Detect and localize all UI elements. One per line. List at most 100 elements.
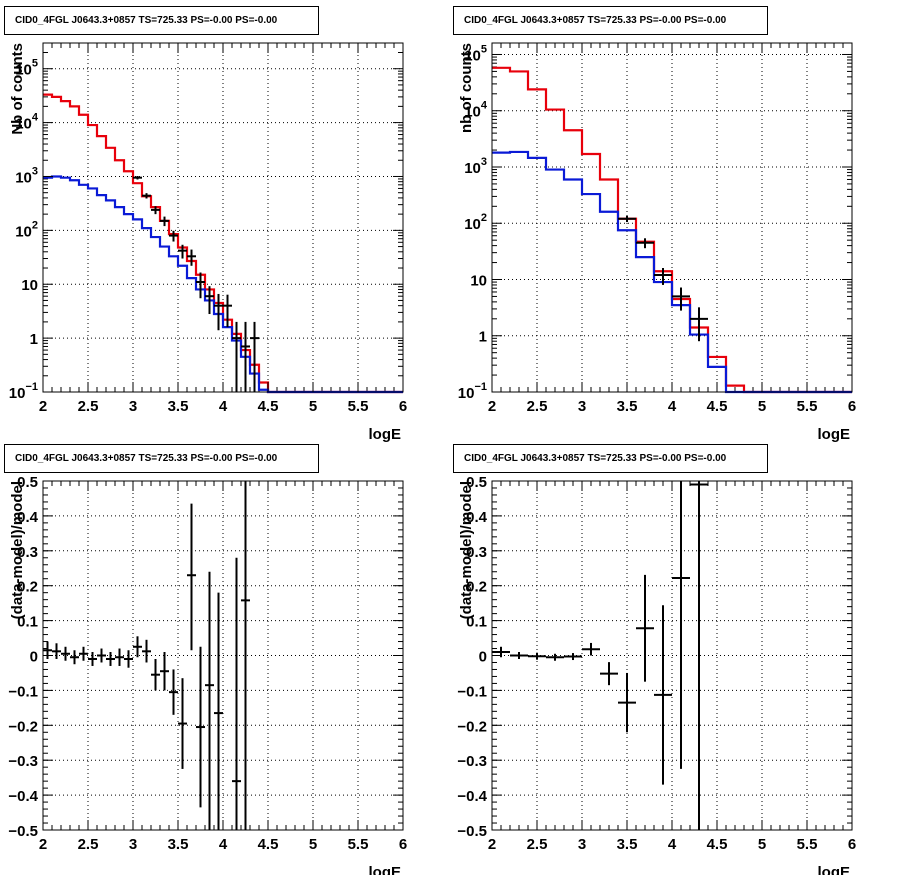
- y-tick-label: −0.4: [8, 788, 38, 805]
- plot-title-box: [453, 6, 768, 35]
- y-tick-exponent: 2: [481, 212, 487, 224]
- y-tick-label: 105: [15, 58, 38, 79]
- y-tick-exponent: 4: [32, 112, 39, 124]
- y-tick-exponent: −1: [25, 381, 38, 393]
- x-tick-label: 5.5: [797, 398, 818, 415]
- y-tick-label: −0.5: [457, 823, 487, 840]
- y-tick-base: 10: [15, 169, 32, 186]
- plot-title: CID0_4FGL J0643.3+0857 TS=725.33 PS=-0.0…: [464, 453, 727, 464]
- y-axis-title: (data-model)/model: [9, 481, 26, 619]
- y-tick-label: 0.2: [17, 579, 38, 596]
- y-tick-exponent: 5: [481, 43, 487, 55]
- y-tick-base: 10: [464, 47, 481, 64]
- x-tick-label: 4.5: [707, 398, 728, 415]
- y-tick-exponent: 3: [481, 156, 487, 168]
- x-tick-label: 3: [578, 398, 586, 415]
- y-tick-label: 0.1: [17, 614, 38, 631]
- y-tick-label: 0.5: [17, 474, 38, 491]
- plot-title: CID0_4FGL J0643.3+0857 TS=725.33 PS=-0.0…: [15, 453, 278, 464]
- y-tick-exponent: −1: [474, 381, 487, 393]
- y-tick-label: 104: [464, 100, 488, 121]
- plot-title: CID0_4FGL J0643.3+0857 TS=725.33 PS=-0.0…: [15, 15, 278, 26]
- x-axis-title: logE: [818, 864, 851, 875]
- y-axis-title: (data-model)/model: [458, 481, 475, 619]
- y-tick-label: 0.3: [17, 544, 38, 561]
- y-axis-title: nb of counts: [458, 43, 475, 133]
- y-tick-base: 10: [15, 116, 32, 133]
- y-tick-label: 0.4: [466, 509, 488, 526]
- plot-title-box: [453, 444, 768, 473]
- x-tick-label: 4: [668, 398, 677, 415]
- x-tick-label: 5.5: [797, 836, 818, 853]
- x-tick-label: 3: [578, 836, 586, 853]
- y-tick-label: −0.1: [457, 683, 487, 700]
- x-tick-label: 3: [129, 836, 137, 853]
- x-tick-label: 2: [488, 836, 496, 853]
- y-tick-exponent: 3: [32, 165, 38, 177]
- x-tick-label: 2.5: [78, 398, 99, 415]
- y-tick-label: 102: [464, 212, 487, 233]
- y-tick-label: −0.3: [8, 753, 38, 770]
- x-tick-label: 2.5: [78, 836, 99, 853]
- plot-title-box: [4, 6, 319, 35]
- x-tick-label: 6: [848, 836, 856, 853]
- y-tick-base: 10: [15, 223, 32, 240]
- y-tick-label: 102: [15, 219, 38, 240]
- plot-title-box: [4, 444, 319, 473]
- x-tick-label: 4: [668, 836, 677, 853]
- x-tick-label: 3.5: [617, 836, 638, 853]
- x-tick-label: 6: [399, 398, 407, 415]
- plot-title: CID0_4FGL J0643.3+0857 TS=725.33 PS=-0.0…: [464, 15, 727, 26]
- y-tick-base: 10: [9, 385, 26, 402]
- y-tick-label: 10: [470, 272, 487, 289]
- y-tick-label: 1: [30, 331, 38, 348]
- y-tick-base: 10: [464, 160, 481, 177]
- y-tick-label: 0.4: [17, 509, 39, 526]
- x-axis-title: logE: [369, 426, 402, 443]
- y-axis-title: Nb of counts: [9, 43, 26, 135]
- y-tick-label: 10−1: [458, 381, 487, 402]
- y-tick-label: −0.5: [8, 823, 38, 840]
- panel-1: CID0_4FGL J0643.3+0857 TS=725.33 PS=-0.0…: [4, 6, 407, 443]
- y-tick-label: 0.3: [466, 544, 487, 561]
- x-tick-label: 5.5: [348, 398, 369, 415]
- x-tick-label: 5: [309, 836, 317, 853]
- y-tick-label: −0.2: [457, 718, 487, 735]
- x-tick-label: 6: [848, 398, 856, 415]
- y-tick-label: 104: [15, 112, 39, 133]
- y-tick-base: 10: [464, 216, 481, 233]
- y-tick-label: −0.4: [457, 788, 487, 805]
- x-tick-label: 2: [39, 836, 47, 853]
- y-tick-label: 1: [479, 329, 487, 346]
- x-tick-label: 3.5: [168, 398, 189, 415]
- y-tick-label: −0.1: [8, 683, 38, 700]
- panel-3: CID0_4FGL J0643.3+0857 TS=725.33 PS=-0.0…: [4, 444, 407, 875]
- y-tick-label: −0.3: [457, 753, 487, 770]
- x-tick-label: 3.5: [617, 398, 638, 415]
- y-tick-label: 0.1: [466, 614, 487, 631]
- y-tick-exponent: 2: [32, 219, 38, 231]
- x-tick-label: 2.5: [527, 398, 548, 415]
- x-tick-label: 5: [758, 398, 766, 415]
- y-tick-label: 103: [15, 165, 38, 186]
- x-tick-label: 3: [129, 398, 137, 415]
- y-tick-label: 0: [479, 649, 487, 666]
- y-tick-exponent: 4: [481, 100, 488, 112]
- x-tick-label: 5: [309, 398, 317, 415]
- y-tick-label: 0: [30, 649, 38, 666]
- x-tick-label: 4: [219, 398, 228, 415]
- x-tick-label: 4: [219, 836, 228, 853]
- y-tick-label: −0.2: [8, 718, 38, 735]
- y-tick-base: 10: [458, 385, 475, 402]
- x-tick-label: 5.5: [348, 836, 369, 853]
- y-tick-base: 10: [15, 62, 32, 79]
- y-tick-label: 105: [464, 43, 487, 64]
- x-tick-label: 6: [399, 836, 407, 853]
- x-tick-label: 2: [488, 398, 496, 415]
- panel-4: CID0_4FGL J0643.3+0857 TS=725.33 PS=-0.0…: [453, 444, 856, 875]
- panel-2: CID0_4FGL J0643.3+0857 TS=725.33 PS=-0.0…: [453, 6, 856, 443]
- y-tick-exponent: 5: [32, 58, 38, 70]
- x-tick-label: 2.5: [527, 836, 548, 853]
- y-tick-label: 0.2: [466, 579, 487, 596]
- x-tick-label: 5: [758, 836, 766, 853]
